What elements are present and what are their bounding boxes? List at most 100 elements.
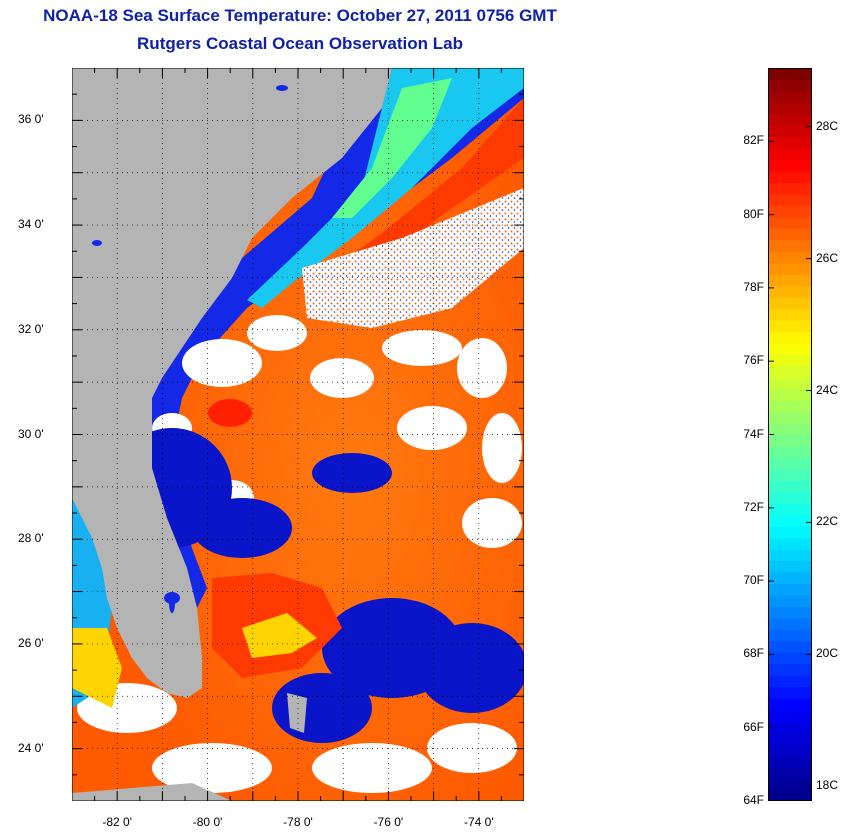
colorbar-step (768, 193, 812, 207)
colorbar-step (768, 640, 812, 653)
colorbar-step (768, 652, 812, 665)
latitude-label: 28 0' (18, 531, 44, 546)
colorbar-step (768, 491, 812, 504)
sst-map-image (72, 68, 527, 801)
colorbar-step (768, 445, 812, 459)
fahrenheit-label: 80F (743, 206, 764, 221)
colorbar-step (768, 79, 812, 92)
colorbar-step (768, 755, 812, 768)
colorbar-step (768, 468, 812, 481)
fahrenheit-label: 70F (743, 573, 764, 588)
colorbar-step (768, 423, 812, 436)
colorbar-step (768, 354, 812, 367)
inland-water (92, 85, 288, 613)
gulf-west-warm (72, 628, 122, 708)
colorbar-step (768, 663, 812, 676)
colorbar-step (768, 136, 812, 149)
temperature-colorbar (768, 68, 812, 802)
colorbar-step (768, 148, 812, 161)
colorbar-step (768, 434, 812, 447)
colorbar-step (768, 365, 812, 378)
latitude-label: 36 0' (18, 112, 44, 127)
fahrenheit-label: 78F (743, 279, 764, 294)
warm-eddy (208, 399, 252, 427)
colorbar-step (768, 113, 812, 126)
colorbar-step (768, 480, 812, 493)
colorbar-step (768, 274, 812, 287)
colorbar-step (768, 377, 812, 390)
celsius-label: 26C (816, 250, 839, 265)
colorbar-step (768, 686, 812, 699)
colorbar-step (768, 319, 812, 333)
colorbar-step (768, 228, 812, 241)
bank-warm (242, 613, 317, 658)
colorbar-step (768, 514, 812, 527)
map-frame-ticks (72, 68, 524, 801)
colorbar-step (768, 68, 812, 81)
gulf-stream-north (312, 98, 524, 298)
colorbar-step (768, 606, 812, 619)
fahrenheit-label: 64F (743, 793, 764, 807)
latitude-label: 34 0' (18, 217, 44, 232)
colorbar-step (768, 388, 812, 401)
colorbar-step (768, 778, 812, 791)
colorbar-steps (768, 68, 812, 802)
longitude-label: -80 0' (192, 815, 223, 829)
colorbar-svg (768, 68, 812, 802)
colorbar-step (768, 526, 812, 539)
map-graticule (72, 68, 524, 801)
fahrenheit-label: 82F (743, 133, 764, 148)
colorbar-step (768, 125, 812, 138)
land-mass (72, 68, 392, 698)
longitude-label: -76 0' (373, 815, 404, 829)
cuba-coast (72, 783, 232, 801)
green-coastal-band (332, 78, 452, 218)
colorbar-step (768, 743, 812, 756)
colorbar-step (768, 457, 812, 470)
sst-map (72, 68, 527, 801)
colorbar-step (768, 537, 812, 550)
fahrenheit-label: 76F (743, 353, 764, 368)
colorbar-step (768, 342, 812, 355)
colorbar-step (768, 297, 812, 310)
latitude-label: 26 0' (18, 635, 44, 650)
colorbar-step (768, 697, 812, 710)
colorbar-step (768, 411, 812, 424)
celsius-label: 18C (816, 778, 839, 793)
colorbar-step (768, 766, 812, 779)
colorbar-step (768, 251, 812, 264)
colorbar-step (768, 171, 812, 184)
cool-coastal-band (247, 68, 524, 308)
fahrenheit-label: 74F (743, 426, 764, 441)
colorbar-step (768, 159, 812, 172)
colorbar-step (768, 549, 812, 562)
colorbar-step (768, 503, 812, 516)
colorbar-step (768, 308, 812, 321)
colorbar-step (768, 789, 812, 802)
colorbar-step (768, 617, 812, 630)
colorbar-step (768, 90, 812, 103)
celsius-label: 28C (816, 118, 839, 133)
colorbar-step (768, 720, 812, 733)
title-line-1: NOAA-18 Sea Surface Temperature: October… (43, 6, 557, 25)
colorbar-step (768, 709, 812, 722)
fahrenheit-label: 72F (743, 499, 764, 514)
map-ticks (72, 68, 524, 801)
colorbar-step (768, 583, 812, 596)
colorbar-step (768, 239, 812, 252)
fahrenheit-label: 68F (743, 646, 764, 661)
colorbar-step (768, 571, 812, 584)
latitude-label: 30 0' (18, 426, 44, 441)
celsius-label: 20C (816, 646, 839, 661)
colorbar-step (768, 182, 812, 195)
fahrenheit-label: 66F (743, 719, 764, 734)
celsius-label: 24C (816, 382, 839, 397)
colorbar-step (768, 560, 812, 573)
cloud-speckle-band (302, 188, 524, 328)
longitude-label: -74 0' (463, 815, 494, 829)
longitude-label: -78 0' (283, 815, 313, 829)
colorbar-step (768, 216, 812, 229)
colorbar-step (768, 285, 812, 298)
colorbar-step (768, 102, 812, 115)
latitude-label: 24 0' (18, 740, 44, 755)
